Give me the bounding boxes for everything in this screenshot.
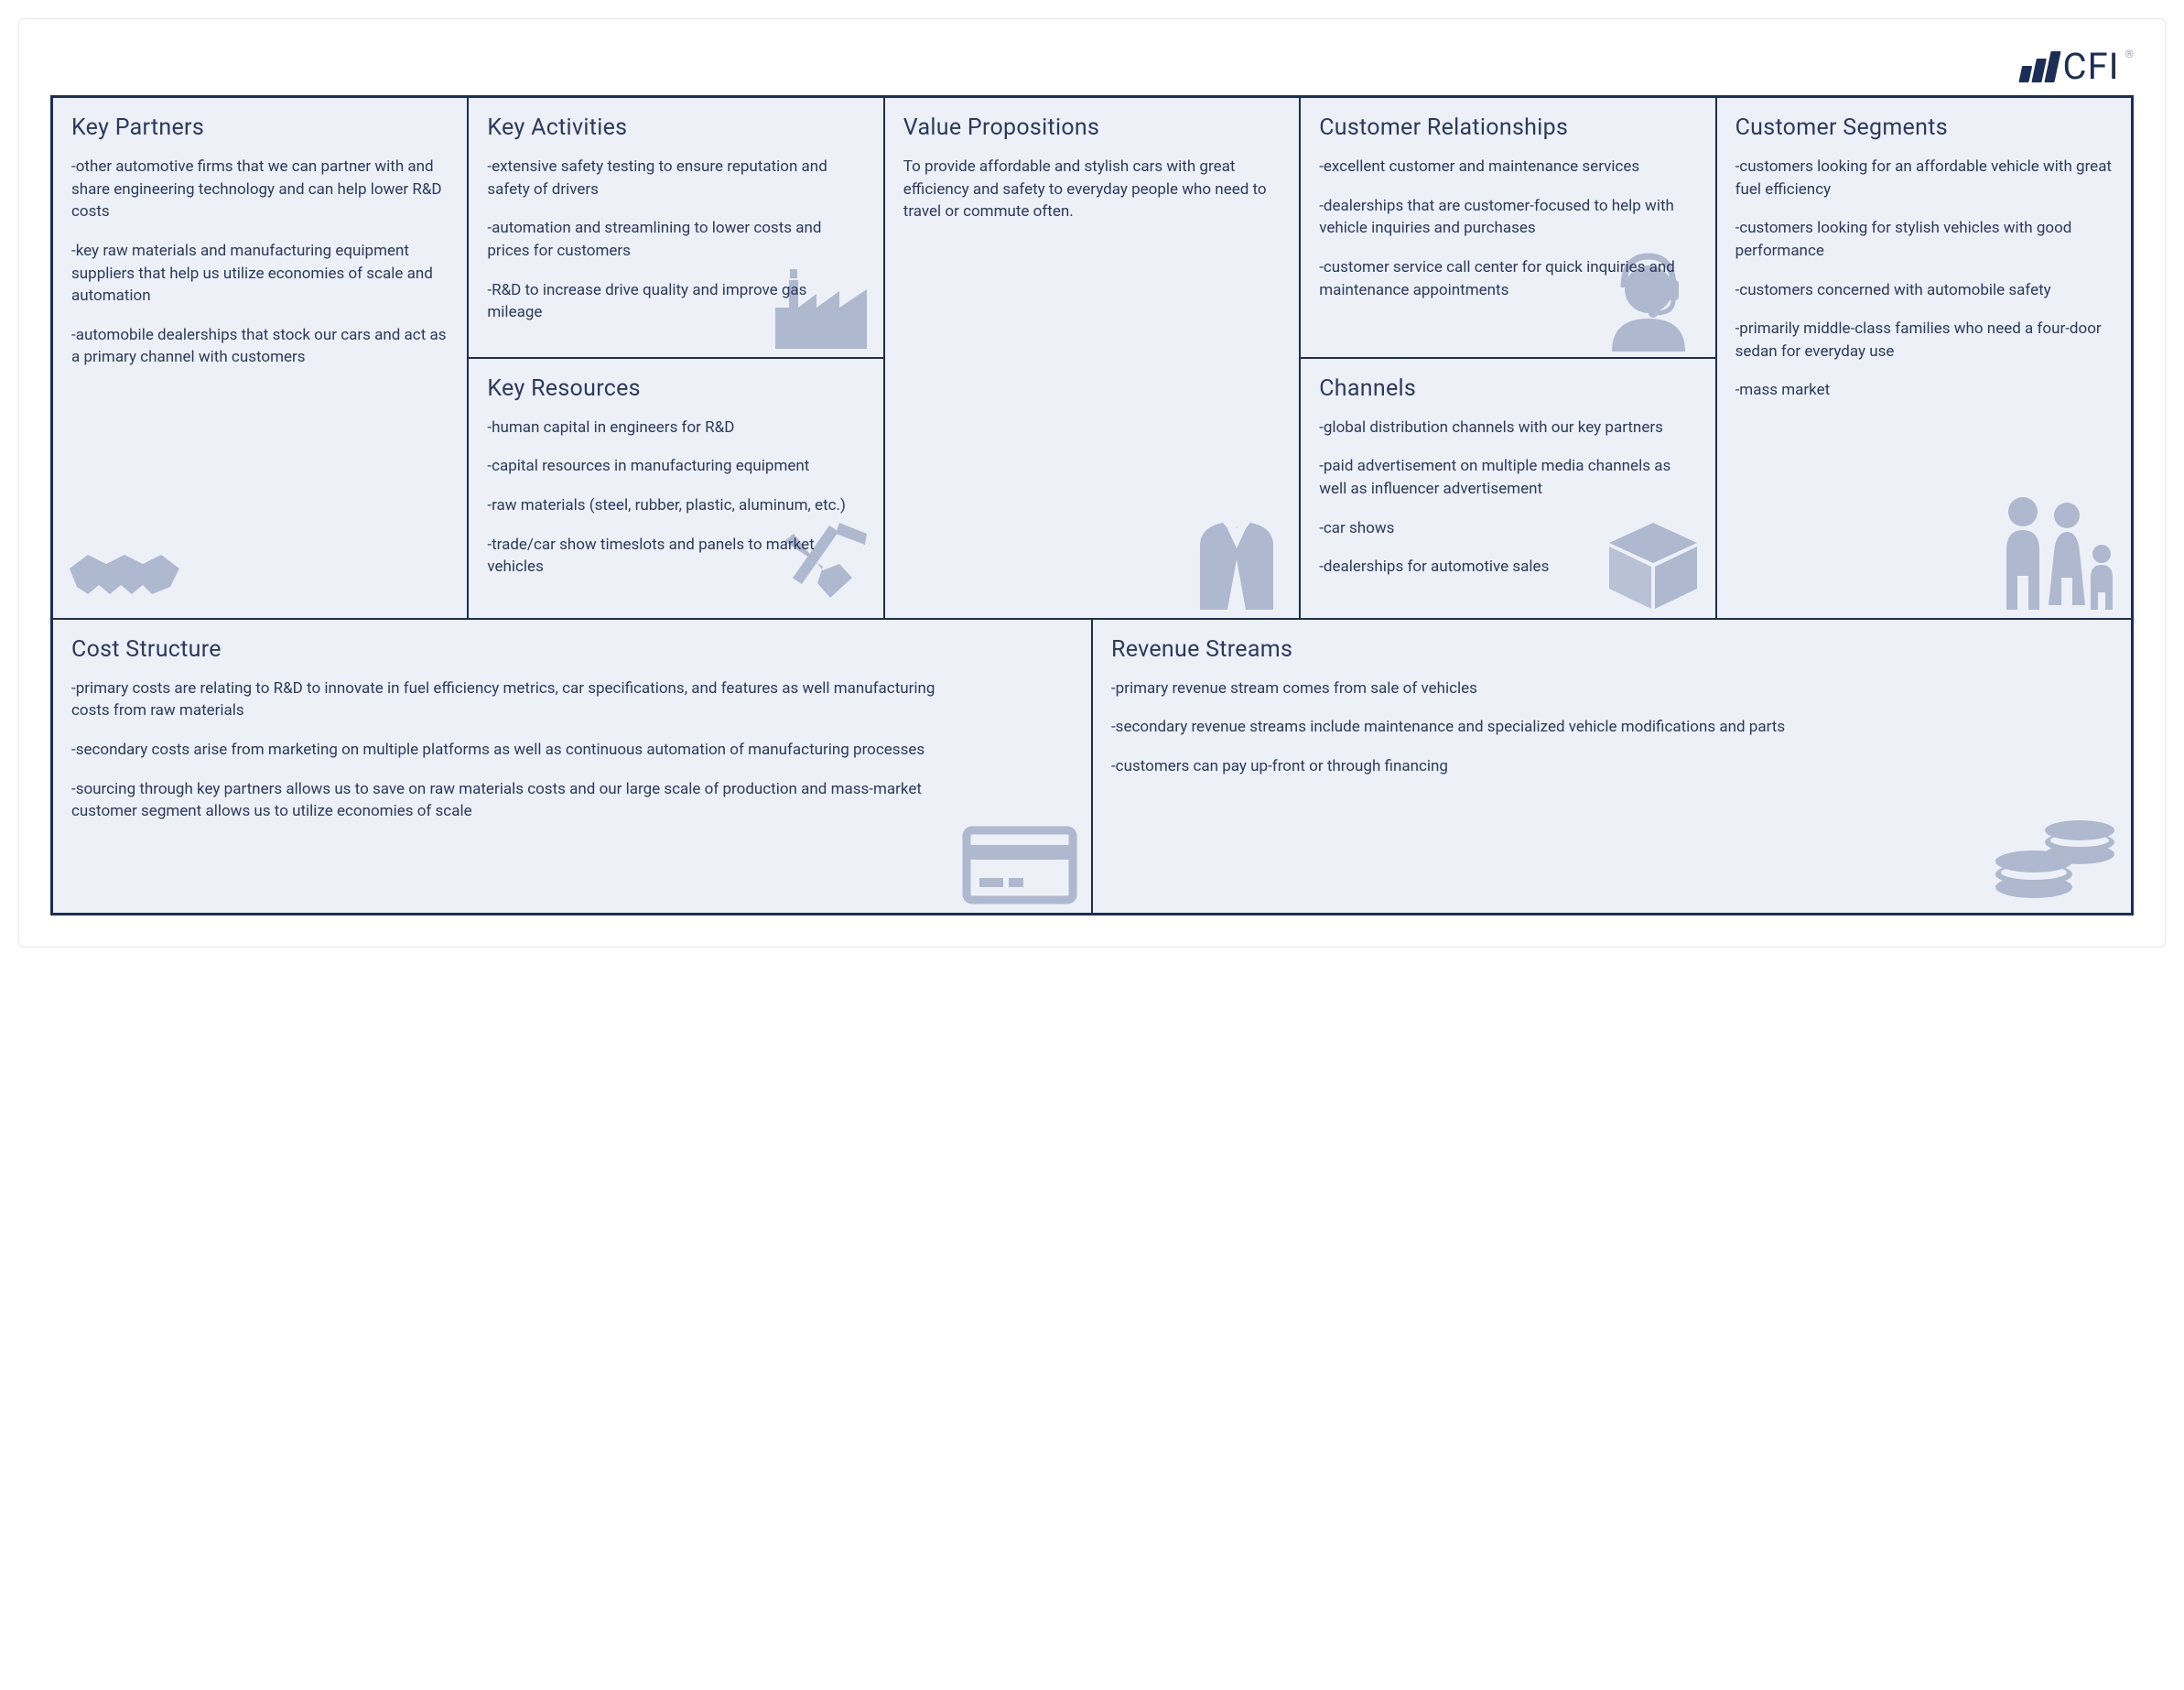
logo-bars-icon — [2018, 51, 2060, 82]
cell-item: -human capital in engineers for R&D — [487, 417, 864, 439]
cell-title: Revenue Streams — [1111, 636, 2113, 663]
cell-item: -secondary costs arise from marketing on… — [71, 739, 953, 762]
cell-item: -other automotive firms that we can part… — [71, 156, 449, 223]
logo-row: CFI ® — [50, 45, 2134, 88]
cell-item: -automation and streamlining to lower co… — [487, 217, 864, 262]
cell-item: -dealerships for automotive sales — [1319, 556, 1696, 579]
canvas-container: CFI ® Key Partners -other automotive fir… — [18, 18, 2166, 948]
cell-item: -customers looking for an affordable veh… — [1735, 156, 2113, 200]
cell-item: -key raw materials and manufacturing equ… — [71, 240, 449, 308]
cell-title: Key Partners — [71, 114, 449, 141]
cell-channels: Channels -global distribution channels w… — [1301, 359, 1714, 618]
cell-item: -car shows — [1319, 517, 1696, 540]
cell-item: -excellent customer and maintenance serv… — [1319, 156, 1696, 179]
cell-revenue-streams: Revenue Streams -primary revenue stream … — [1093, 620, 2131, 913]
cell-item: -mass market — [1735, 379, 2113, 402]
cell-title: Key Resources — [487, 375, 864, 402]
cell-item: -global distribution channels with our k… — [1319, 417, 1696, 439]
cell-item: -extensive safety testing to ensure repu… — [487, 156, 864, 200]
cell-item: -capital resources in manufacturing equi… — [487, 455, 864, 478]
cell-value-propositions: Value Propositions To provide affordable… — [885, 98, 1299, 618]
cell-title: Cost Structure — [71, 636, 1073, 663]
family-icon — [1986, 486, 2124, 614]
registered-mark: ® — [2125, 48, 2134, 60]
business-model-canvas: Key Partners -other automotive firms tha… — [50, 95, 2134, 915]
cell-title: Customer Relationships — [1319, 114, 1696, 141]
cell-item: -sourcing through key partners allows us… — [71, 778, 953, 823]
cell-item: -primarily middle-class families who nee… — [1735, 318, 2113, 363]
cell-item: -primary revenue stream comes from sale … — [1111, 677, 1993, 700]
cell-item: To provide affordable and stylish cars w… — [903, 156, 1281, 223]
cell-customer-relationships: Customer Relationships -excellent custom… — [1301, 98, 1714, 357]
cell-item: -primary costs are relating to R&D to in… — [71, 677, 953, 722]
cell-item: -raw materials (steel, rubber, plastic, … — [487, 494, 864, 517]
cell-title: Channels — [1319, 375, 1696, 402]
cell-customer-segments: Customer Segments -customers looking for… — [1717, 98, 2131, 618]
handshake-icon — [60, 523, 189, 614]
brand-name: CFI — [2063, 45, 2120, 88]
cell-item: -customers can pay up-front or through f… — [1111, 755, 1993, 778]
cell-item: -customers looking for stylish vehicles … — [1735, 217, 2113, 262]
coins-icon — [1986, 808, 2124, 909]
cell-title: Customer Segments — [1735, 114, 2113, 141]
cell-item: -R&D to increase drive quality and impro… — [487, 279, 864, 324]
cell-key-activities: Key Activities -extensive safety testing… — [469, 98, 882, 357]
cell-key-resources: Key Resources -human capital in engineer… — [469, 359, 882, 618]
cell-key-partners: Key Partners -other automotive firms tha… — [53, 98, 467, 618]
suit-icon — [1182, 504, 1292, 614]
brand-logo: CFI ® — [2022, 45, 2134, 88]
cell-item: -paid advertisement on multiple media ch… — [1319, 455, 1696, 500]
cell-item: -secondary revenue streams include maint… — [1111, 716, 1993, 739]
cell-item: -trade/car show timeslots and panels to … — [487, 534, 864, 579]
credit-card-icon — [956, 818, 1084, 909]
cell-title: Value Propositions — [903, 114, 1281, 141]
cell-item: -customers concerned with automobile saf… — [1735, 279, 2113, 302]
cell-item: -customer service call center for quick … — [1319, 256, 1696, 301]
cell-title: Key Activities — [487, 114, 864, 141]
cell-item: -automobile dealerships that stock our c… — [71, 324, 449, 369]
cell-item: -dealerships that are customer-focused t… — [1319, 195, 1696, 240]
cell-cost-structure: Cost Structure -primary costs are relati… — [53, 620, 1091, 913]
